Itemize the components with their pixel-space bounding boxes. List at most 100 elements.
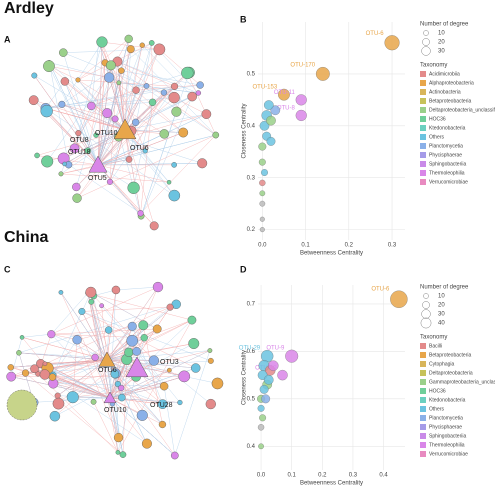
network-node bbox=[60, 77, 70, 86]
network-edge bbox=[52, 339, 78, 376]
network-node bbox=[157, 399, 168, 409]
panel-label: C bbox=[4, 264, 11, 274]
y-tick-label: 0.4 bbox=[247, 123, 256, 129]
point bbox=[258, 443, 264, 450]
y-tick-label: 0.5 bbox=[247, 71, 256, 77]
point bbox=[259, 200, 266, 207]
network-edge bbox=[77, 79, 126, 131]
point bbox=[266, 136, 276, 146]
network-edge bbox=[51, 334, 111, 399]
hub-node bbox=[125, 356, 149, 378]
legend-label: Planctomycetia bbox=[429, 143, 463, 149]
point bbox=[259, 120, 270, 131]
point bbox=[257, 404, 265, 412]
point bbox=[259, 384, 269, 394]
legend-size bbox=[423, 30, 429, 36]
legend-swatch bbox=[420, 415, 426, 421]
network-edge bbox=[97, 164, 170, 183]
network-node bbox=[178, 127, 189, 138]
network-edge bbox=[124, 129, 141, 214]
y-axis-label: Closeness Centrality bbox=[242, 350, 248, 405]
point bbox=[295, 94, 307, 106]
network-node bbox=[207, 357, 214, 364]
point bbox=[384, 35, 400, 51]
legend-swatch bbox=[420, 125, 426, 131]
plot-area bbox=[258, 22, 405, 240]
legend-size bbox=[422, 301, 430, 309]
legend-swatch bbox=[420, 361, 426, 367]
network-edge bbox=[97, 49, 160, 166]
legend-label: Sphingobacteriia bbox=[429, 161, 466, 167]
network-edge bbox=[36, 129, 126, 156]
network-edge bbox=[76, 134, 216, 199]
network-edge bbox=[47, 359, 108, 369]
network-edge bbox=[106, 359, 185, 377]
legend-swatch bbox=[420, 152, 426, 158]
network-edge bbox=[64, 81, 97, 136]
legend-size bbox=[423, 293, 429, 299]
network-edge bbox=[93, 401, 119, 453]
point bbox=[390, 290, 408, 308]
network-edge bbox=[117, 61, 216, 136]
network-edge bbox=[25, 372, 124, 455]
network-node bbox=[52, 397, 65, 410]
network-node bbox=[111, 115, 119, 123]
network-node bbox=[148, 98, 157, 107]
legend-swatch bbox=[420, 134, 426, 140]
legend-label: Alphaproteobacteria bbox=[429, 80, 474, 86]
network-node bbox=[137, 210, 144, 217]
network-node bbox=[72, 335, 82, 345]
network-node bbox=[75, 77, 81, 83]
network-node bbox=[187, 315, 197, 325]
point bbox=[261, 394, 271, 404]
network-edge bbox=[97, 163, 203, 166]
network-edge bbox=[146, 72, 188, 87]
legend-title: Taxonomy bbox=[420, 63, 447, 69]
node-label: OTU8 bbox=[70, 137, 89, 144]
network-edge bbox=[128, 319, 193, 353]
network-edge bbox=[106, 325, 144, 361]
point bbox=[259, 190, 266, 197]
legend-title: Number of degree bbox=[420, 285, 469, 291]
network-edge bbox=[106, 304, 177, 361]
network-node bbox=[118, 384, 125, 392]
network-node bbox=[126, 334, 139, 347]
network-edge bbox=[49, 62, 99, 166]
network-node bbox=[28, 95, 39, 106]
network-node bbox=[6, 389, 38, 421]
network-node bbox=[39, 369, 51, 380]
network-edge bbox=[61, 42, 103, 105]
network-edge bbox=[124, 129, 175, 196]
network-edge bbox=[118, 82, 199, 94]
hub-node bbox=[113, 118, 137, 140]
network-edge bbox=[57, 359, 108, 396]
network-edge bbox=[97, 159, 130, 166]
legend-label: Verrucomicrobiae bbox=[429, 451, 468, 457]
point bbox=[278, 88, 290, 101]
network-node bbox=[132, 347, 141, 356]
network-edge bbox=[60, 292, 108, 361]
legend-label: Betaproteobacteria bbox=[429, 352, 471, 358]
network-node bbox=[168, 91, 180, 104]
network-edge bbox=[106, 337, 145, 361]
x-tick-label: 0.3 bbox=[349, 473, 358, 479]
panel-label: D bbox=[240, 264, 247, 274]
network-node bbox=[158, 420, 167, 429]
network-node bbox=[187, 91, 197, 102]
network-edge bbox=[106, 306, 171, 361]
network-node bbox=[126, 45, 135, 54]
legend-swatch bbox=[420, 406, 426, 412]
network-edge bbox=[117, 61, 199, 94]
network-node bbox=[148, 40, 155, 46]
network-edge bbox=[10, 337, 23, 377]
point bbox=[285, 349, 299, 363]
network: OTU10 OTU8 OTU6 OTU18 OTU5 bbox=[28, 34, 220, 231]
network-edge bbox=[124, 85, 147, 131]
legend-label: Acidimicrobiia bbox=[429, 71, 460, 77]
network-node bbox=[6, 371, 17, 382]
x-tick-label: 0.2 bbox=[345, 243, 354, 249]
x-tick-label: 0.4 bbox=[379, 473, 388, 479]
point-label: OTU-9 bbox=[266, 345, 285, 351]
legend-label: Ktedonobacteria bbox=[429, 125, 466, 131]
x-tick-label: 0.2 bbox=[318, 473, 327, 479]
